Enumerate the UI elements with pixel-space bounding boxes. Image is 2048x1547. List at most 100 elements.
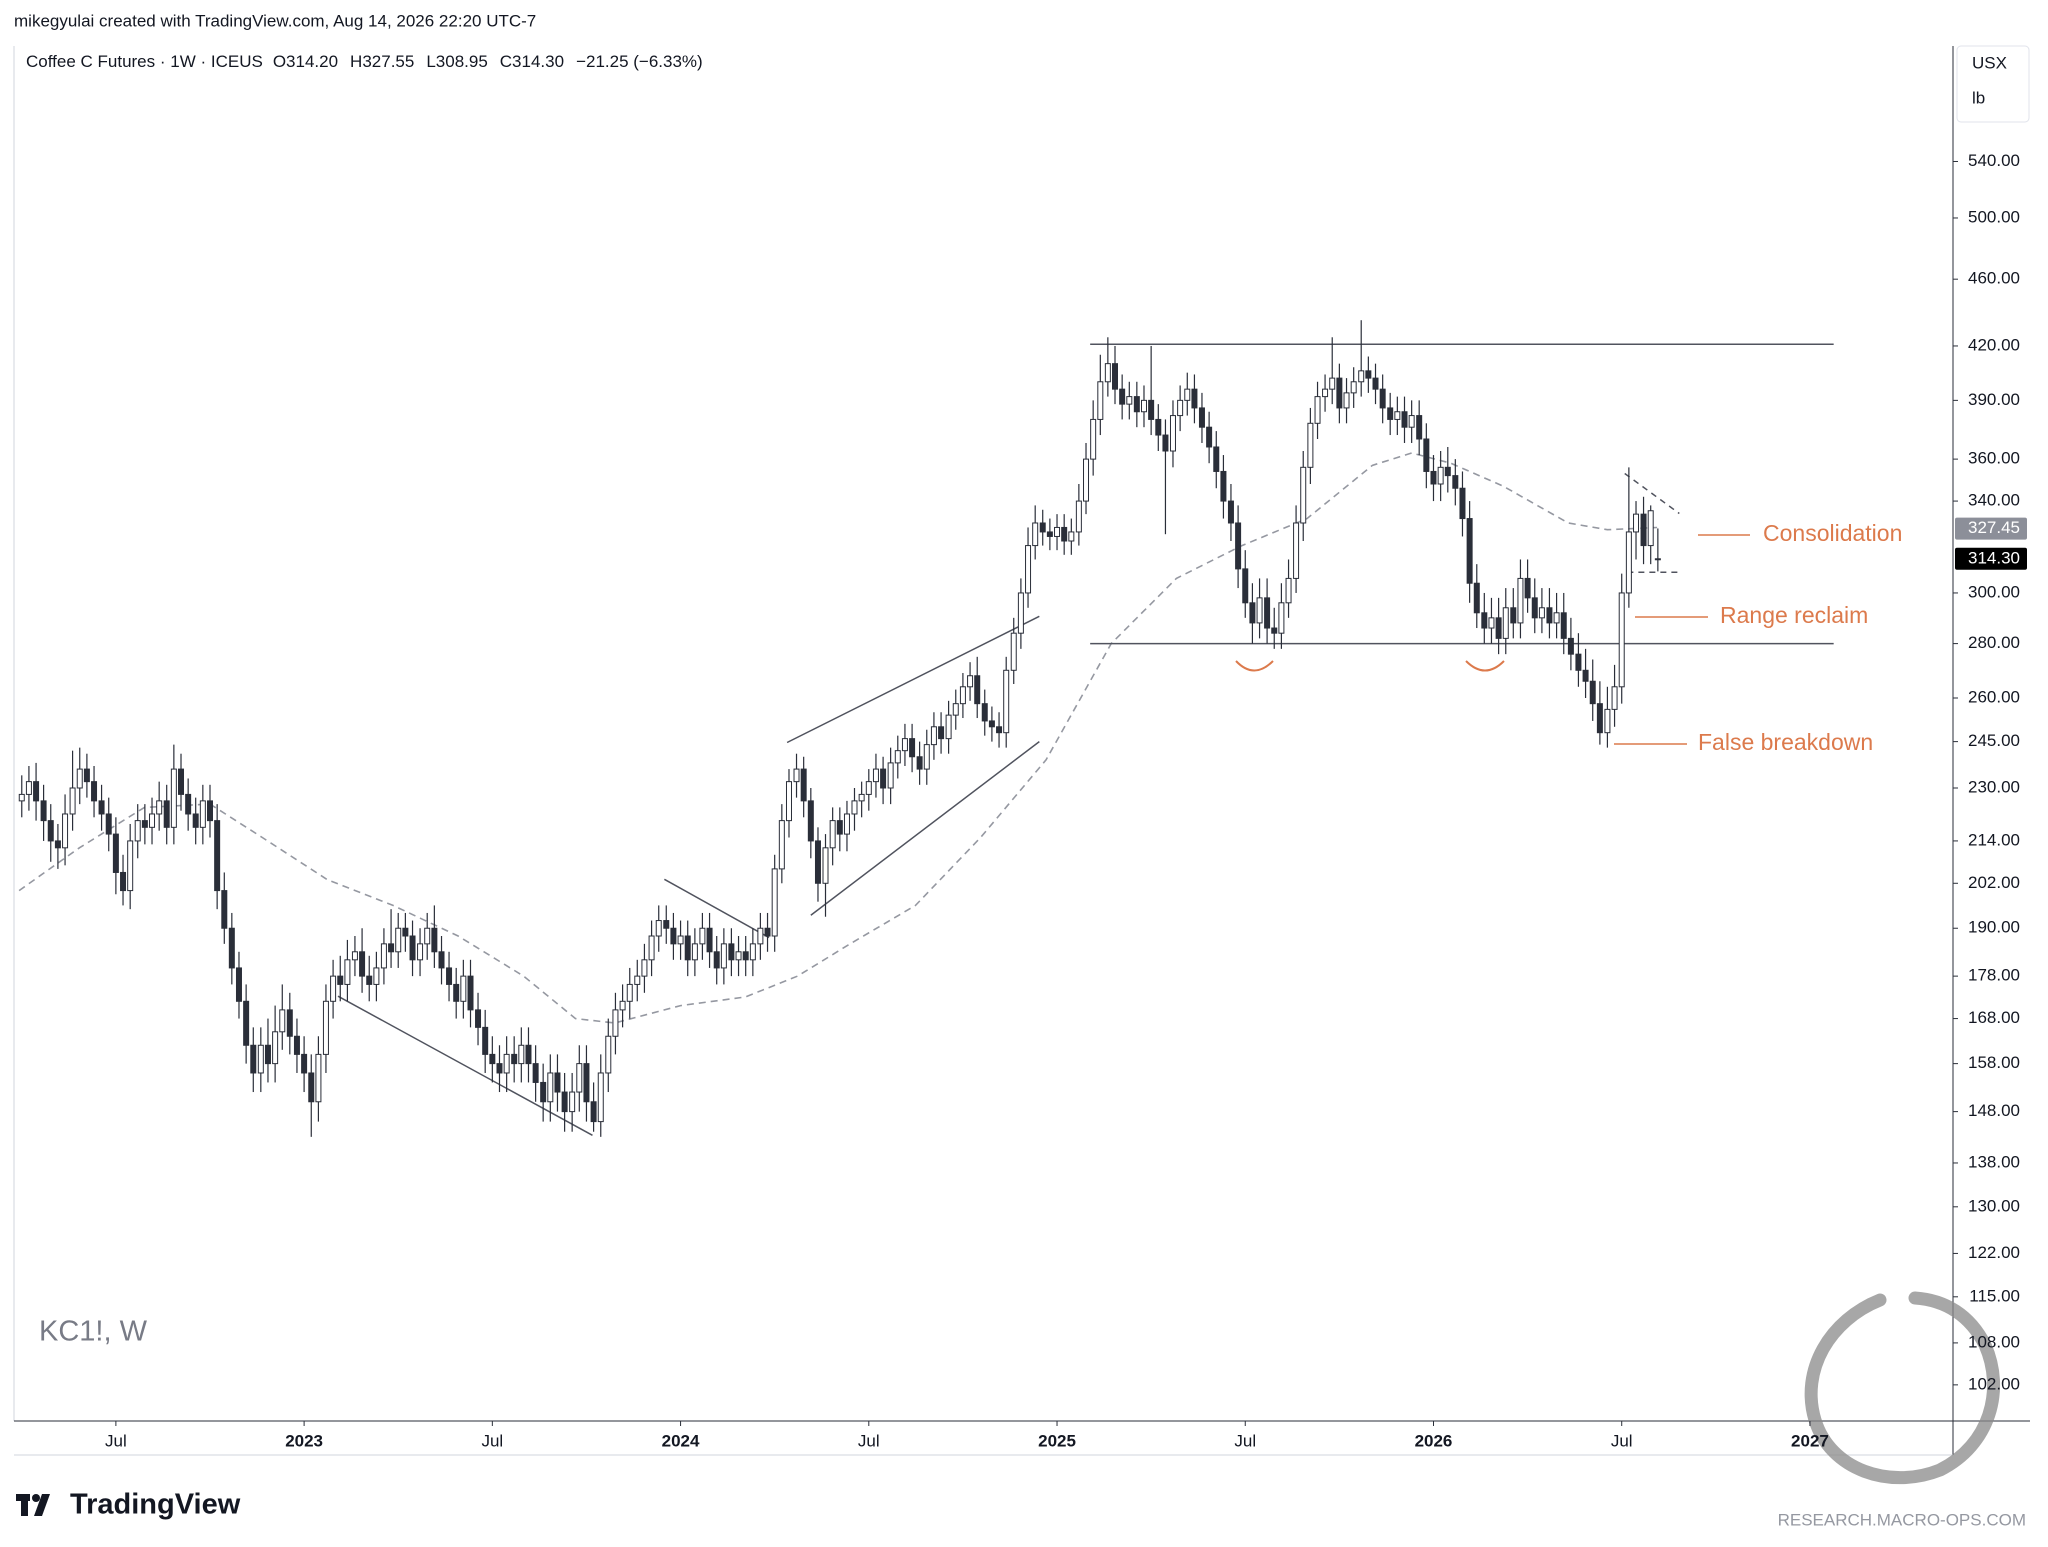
candle-body	[417, 943, 424, 961]
candle-body	[1596, 703, 1603, 734]
candle-body	[388, 943, 395, 953]
candle-body	[583, 1063, 590, 1103]
candle-body	[141, 820, 148, 828]
candle-body	[409, 935, 416, 961]
candle-body	[1307, 422, 1314, 468]
candle-body	[62, 813, 69, 849]
candle-body	[865, 781, 872, 795]
candle-body	[967, 675, 974, 688]
candle-body	[322, 1000, 329, 1055]
candle-body	[938, 726, 945, 740]
candle-body	[1625, 531, 1632, 594]
candle-body	[1604, 708, 1611, 734]
candle-body	[988, 720, 995, 728]
candle-body	[1220, 470, 1227, 502]
candle-body	[496, 1063, 503, 1074]
candle-body	[684, 935, 691, 961]
candle-body	[525, 1044, 532, 1065]
candle-body	[945, 714, 952, 740]
candle-body	[880, 768, 887, 789]
trend-line	[664, 878, 770, 939]
x-tick-label: Jul	[481, 1431, 503, 1450]
candle-body	[561, 1091, 568, 1113]
candle-body	[1538, 607, 1545, 619]
candle-body	[1104, 363, 1111, 383]
y-tick-label: 138.00	[1968, 1152, 2020, 1171]
y-tick-label: 168.00	[1968, 1008, 2020, 1027]
candle-body	[286, 1009, 293, 1037]
candle-body	[482, 1026, 489, 1055]
candle-body	[1589, 680, 1596, 705]
candle-body	[192, 813, 199, 828]
candle-body	[257, 1044, 264, 1074]
candle-body	[380, 943, 387, 969]
candle-body	[1416, 415, 1423, 440]
candle-body	[1169, 415, 1176, 452]
candle-body	[648, 935, 655, 961]
x-tick-label: Jul	[105, 1431, 127, 1450]
low-arc	[1235, 660, 1274, 672]
candle-body	[149, 813, 156, 828]
currency: USX	[1972, 53, 2007, 72]
candle-body	[1401, 411, 1408, 428]
candle-body	[83, 768, 90, 783]
candle-body	[1329, 377, 1336, 390]
candle-body	[569, 1091, 576, 1113]
candle-body	[1524, 577, 1531, 599]
candle-body	[243, 1000, 250, 1046]
candle-body	[670, 927, 677, 945]
candle-body	[1017, 592, 1024, 634]
watermark: KC1!, W	[39, 1316, 148, 1348]
candle-body	[1372, 377, 1379, 390]
candle-body	[446, 967, 453, 985]
candle-body	[1046, 531, 1053, 537]
candle-body	[547, 1072, 554, 1103]
candle-body	[366, 975, 373, 985]
candle-body	[489, 1053, 496, 1065]
y-tick-label: 202.00	[1968, 873, 2020, 892]
candle-body	[930, 726, 937, 746]
candle-body	[923, 744, 930, 770]
legend-open: O314.20	[273, 52, 338, 71]
x-tick-label: 2026	[1415, 1431, 1453, 1450]
y-tick-label: 280.00	[1968, 633, 2020, 652]
y-tick-label: 460.00	[1968, 269, 2020, 288]
candle-body	[18, 793, 25, 802]
trend-line	[1624, 472, 1680, 515]
candle-body	[1068, 531, 1075, 542]
candle-body	[518, 1044, 525, 1065]
candle-body	[156, 800, 163, 815]
candle-body	[851, 800, 858, 815]
y-tick-label: 158.00	[1968, 1053, 2020, 1072]
candle-body	[206, 800, 213, 822]
x-tick-label: 2023	[285, 1431, 323, 1450]
candle-body	[301, 1053, 308, 1074]
candle-body	[279, 1009, 286, 1033]
candle-body	[199, 800, 206, 828]
candle-body	[1481, 612, 1488, 629]
candle-body	[1184, 388, 1191, 401]
candle-body	[1213, 446, 1220, 472]
candle-body	[185, 793, 192, 815]
candle-body	[1408, 415, 1415, 428]
candle-body	[293, 1035, 300, 1055]
y-tick-label: 230.00	[1968, 777, 2020, 796]
candle-body	[1227, 500, 1234, 524]
candle-body	[691, 943, 698, 961]
candle-body	[1025, 545, 1032, 594]
y-tick-label: 115.00	[1969, 1286, 2020, 1305]
candle-body	[460, 975, 467, 1002]
candle-body	[597, 1072, 604, 1123]
legend: Coffee C Futures · 1W · ICEUS O314.20 H327…	[26, 52, 703, 71]
candle-body	[351, 951, 358, 961]
candle-body	[1647, 510, 1654, 547]
candle-body	[677, 935, 684, 945]
candle-body	[742, 951, 749, 961]
candle-body	[619, 1000, 626, 1011]
candle-body	[1495, 617, 1502, 639]
candle-body	[1264, 597, 1271, 629]
candle-body	[959, 686, 966, 705]
legend-close: C314.30	[500, 52, 564, 71]
candle-body	[264, 1044, 271, 1065]
